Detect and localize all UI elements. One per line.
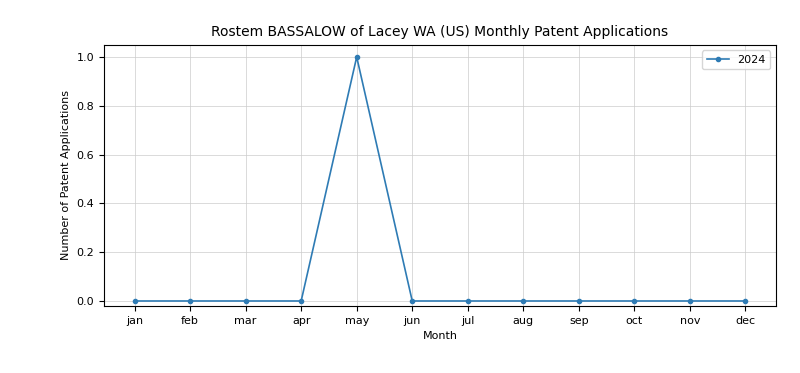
2024 bbox=[463, 299, 473, 303]
Y-axis label: Number of Patent Applications: Number of Patent Applications bbox=[61, 90, 71, 260]
Legend: 2024: 2024 bbox=[702, 50, 770, 69]
Title: Rostem BASSALOW of Lacey WA (US) Monthly Patent Applications: Rostem BASSALOW of Lacey WA (US) Monthly… bbox=[211, 25, 669, 40]
2024 bbox=[518, 299, 528, 303]
2024 bbox=[352, 55, 362, 59]
2024 bbox=[630, 299, 639, 303]
2024 bbox=[296, 299, 306, 303]
2024 bbox=[685, 299, 694, 303]
2024 bbox=[574, 299, 584, 303]
2024 bbox=[407, 299, 417, 303]
Line: 2024: 2024 bbox=[133, 55, 747, 303]
2024 bbox=[130, 299, 139, 303]
2024 bbox=[241, 299, 250, 303]
X-axis label: Month: Month bbox=[422, 331, 458, 341]
2024 bbox=[741, 299, 750, 303]
2024 bbox=[186, 299, 195, 303]
